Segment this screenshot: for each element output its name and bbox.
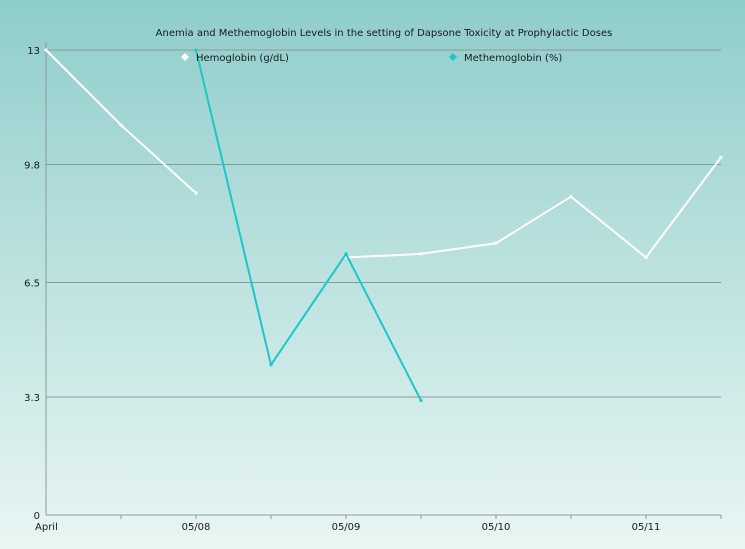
legend-marker (181, 53, 189, 61)
y-tick-label: 9.8 (24, 160, 40, 171)
data-point (44, 48, 48, 52)
series-line (45, 49, 197, 195)
data-point (494, 241, 498, 245)
gridlines (46, 49, 721, 398)
y-tick-label: 3.3 (24, 393, 40, 404)
data-point (119, 123, 123, 127)
x-tick-label: 05/09 (332, 522, 361, 533)
axes: 0 3.3 6.5 9.8 13 April 05/08 05/09 05/10 05/11 (24, 42, 722, 533)
legend: Hemoglobin (g/dL) Methemoglobin (%) (181, 53, 562, 64)
y-tick-label: 0 (34, 511, 40, 522)
data-point (194, 191, 198, 195)
series-lines (44, 48, 723, 403)
legend-label: Methemoglobin (%) (464, 53, 562, 64)
data-point (719, 155, 723, 159)
data-point (194, 48, 198, 52)
data-point (419, 252, 423, 256)
x-tick-label: April (35, 522, 58, 533)
data-point (344, 252, 348, 256)
series-line (345, 156, 722, 259)
legend-label: Hemoglobin (g/dL) (196, 53, 289, 64)
data-point (569, 195, 573, 199)
x-tick-label: 05/10 (482, 522, 511, 533)
data-point (419, 398, 423, 403)
data-point (644, 255, 648, 260)
legend-marker (449, 53, 457, 61)
y-tick-label: 13 (27, 46, 40, 57)
series-line (195, 49, 422, 402)
chart-title: Anemia and Methemoglobin Levels in the s… (156, 28, 613, 39)
y-tick-label: 6.5 (24, 279, 40, 290)
x-tick-label: 05/11 (632, 522, 661, 533)
x-tick-label: 05/08 (182, 522, 211, 533)
data-point (269, 363, 273, 367)
